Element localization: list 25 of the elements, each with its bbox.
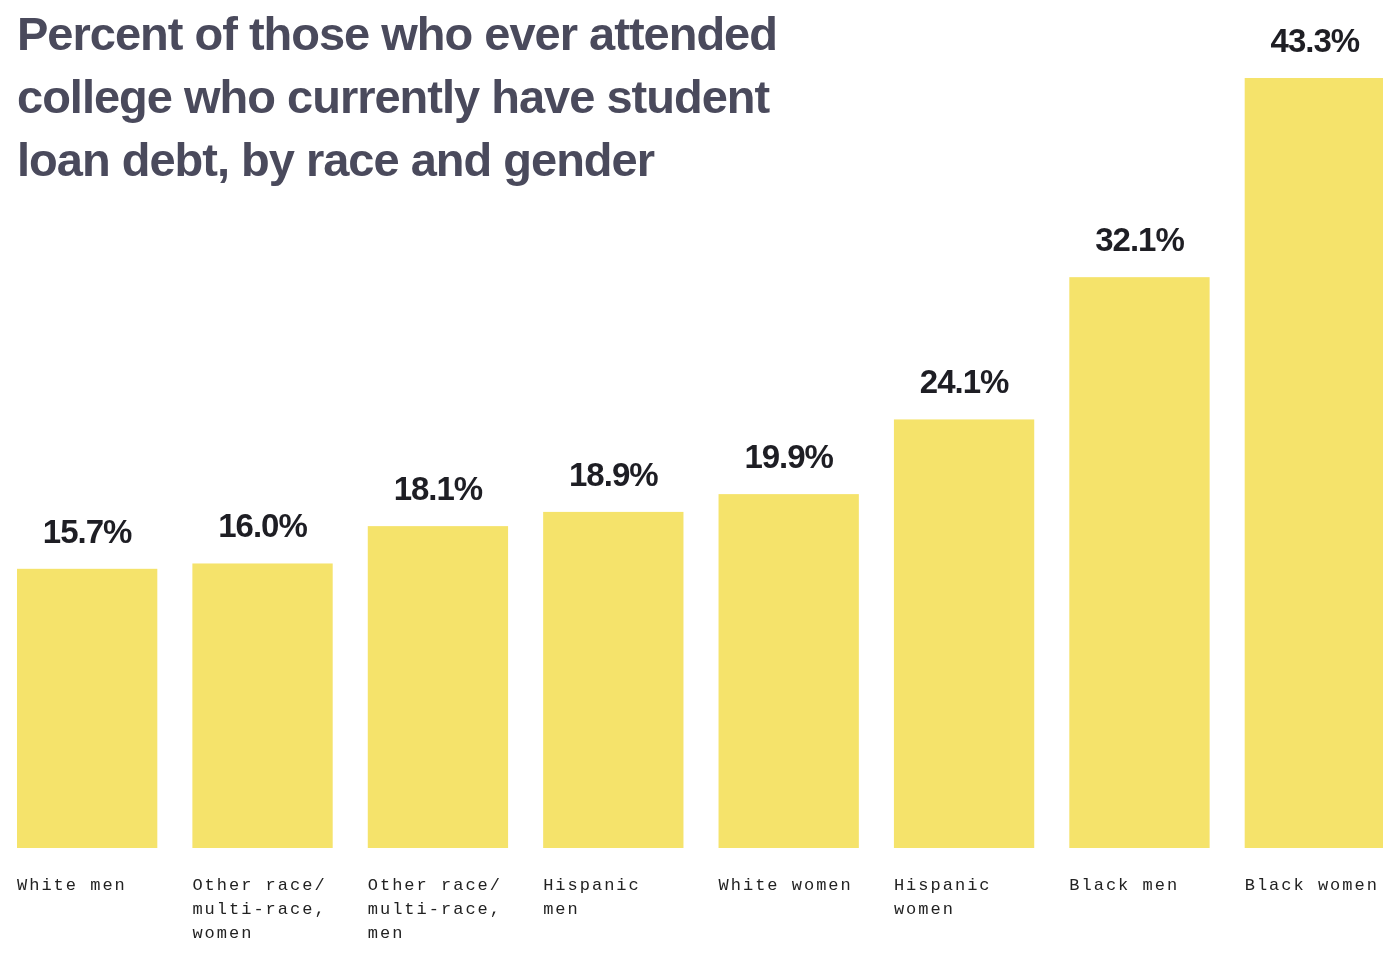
x-tick-label: Black women: [1244, 876, 1379, 895]
data-label: 43.3%: [1270, 22, 1360, 59]
bar: [893, 419, 1035, 848]
chart-title: Percent of those who ever attended college who currently have student loan debt, by race and gender: [17, 7, 777, 186]
x-tick-label: Hispanic women: [893, 876, 992, 919]
bar: [718, 494, 859, 848]
data-label: 32.1%: [1095, 221, 1185, 259]
bar: [192, 563, 333, 848]
x-tick-label: White men: [17, 876, 127, 895]
bar: [17, 568, 158, 848]
data-label: 18.9%: [569, 455, 659, 493]
x-tick-label: Other race/ multi-race, men: [367, 876, 502, 943]
data-label: 19.9%: [744, 438, 834, 476]
bar: [1244, 78, 1383, 848]
data-label: 18.1%: [393, 470, 483, 508]
data-label: 16.0%: [218, 507, 308, 545]
x-tick-label: White women: [718, 876, 853, 895]
x-tick-label: Other race/ multi-race, women: [192, 876, 327, 943]
bar: [1069, 277, 1210, 848]
x-tick-label: Black men: [1069, 876, 1180, 895]
bar: [543, 511, 684, 848]
data-label: 15.7%: [42, 512, 133, 550]
data-label: 24.1%: [919, 363, 1010, 401]
bar: [367, 526, 509, 848]
x-tick-label: Hispanic men: [543, 876, 641, 919]
